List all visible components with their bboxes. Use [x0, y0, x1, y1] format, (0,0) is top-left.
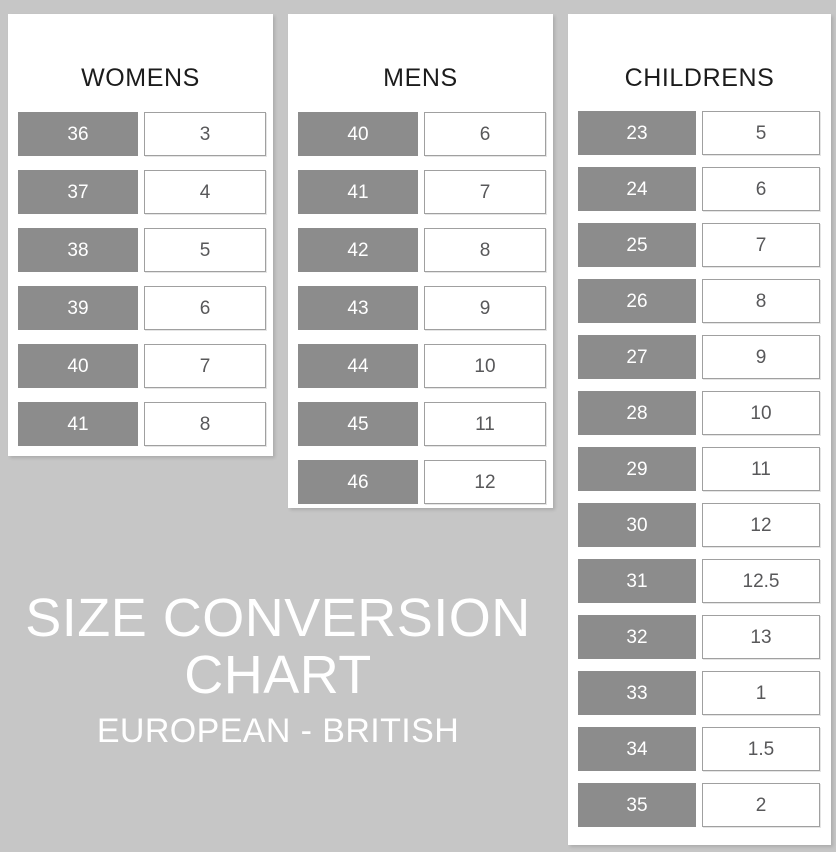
british-size-cell: 7: [144, 344, 266, 388]
table-row: 31 12.5: [568, 553, 831, 609]
womens-size-card: WOMENS 36 3 37 4 38 5 39 6 40 7 41 8: [8, 14, 273, 456]
european-size-cell: 36: [18, 112, 138, 156]
european-size-cell: 39: [18, 286, 138, 330]
european-size-cell: 43: [298, 286, 418, 330]
european-size-cell: 40: [298, 112, 418, 156]
table-row: 34 1.5: [568, 721, 831, 777]
mens-row-list: 40 6 41 7 42 8 43 9 44 10 45 11 46 12: [288, 105, 553, 511]
mens-size-card: MENS 40 6 41 7 42 8 43 9 44 10 45 11 46 12: [288, 14, 553, 508]
british-size-cell: 6: [702, 167, 820, 211]
womens-column-header: WOMENS: [81, 64, 200, 92]
chart-title-line-2: CHART: [184, 645, 372, 706]
british-size-cell: 1: [702, 671, 820, 715]
british-size-cell: 4: [144, 170, 266, 214]
british-size-cell: 1.5: [702, 727, 820, 771]
european-size-cell: 35: [578, 783, 696, 827]
table-row: 25 7: [568, 217, 831, 273]
womens-row-list: 36 3 37 4 38 5 39 6 40 7 41 8: [8, 105, 273, 453]
table-row: 43 9: [288, 279, 553, 337]
european-size-cell: 28: [578, 391, 696, 435]
british-size-cell: 3: [144, 112, 266, 156]
childrens-row-list: 23 5 24 6 25 7 26 8 27 9 28 10 29 11 30 12 31 12.5 32 13 33 1…: [568, 105, 831, 833]
european-size-cell: 25: [578, 223, 696, 267]
table-row: 42 8: [288, 221, 553, 279]
british-size-cell: 7: [702, 223, 820, 267]
mens-column-header: MENS: [383, 64, 458, 92]
table-row: 39 6: [8, 279, 273, 337]
european-size-cell: 38: [18, 228, 138, 272]
british-size-cell: 7: [424, 170, 546, 214]
british-size-cell: 11: [702, 447, 820, 491]
european-size-cell: 37: [18, 170, 138, 214]
british-size-cell: 6: [424, 112, 546, 156]
chart-title-line-1: SIZE CONVERSION: [25, 588, 531, 648]
table-row: 40 7: [8, 337, 273, 395]
table-row: 35 2: [568, 777, 831, 833]
table-row: 46 12: [288, 453, 553, 511]
european-size-cell: 23: [578, 111, 696, 155]
table-row: 29 11: [568, 441, 831, 497]
european-size-cell: 41: [298, 170, 418, 214]
european-size-cell: 29: [578, 447, 696, 491]
table-row: 36 3: [8, 105, 273, 163]
british-size-cell: 6: [144, 286, 266, 330]
european-size-cell: 27: [578, 335, 696, 379]
european-size-cell: 34: [578, 727, 696, 771]
table-row: 33 1: [568, 665, 831, 721]
british-size-cell: 10: [424, 344, 546, 388]
table-row: 45 11: [288, 395, 553, 453]
british-size-cell: 8: [702, 279, 820, 323]
european-size-cell: 46: [298, 460, 418, 504]
table-row: 30 12: [568, 497, 831, 553]
european-size-cell: 30: [578, 503, 696, 547]
table-row: 40 6: [288, 105, 553, 163]
table-row: 37 4: [8, 163, 273, 221]
british-size-cell: 13: [702, 615, 820, 659]
table-row: 27 9: [568, 329, 831, 385]
european-size-cell: 44: [298, 344, 418, 388]
european-size-cell: 41: [18, 402, 138, 446]
table-row: 23 5: [568, 105, 831, 161]
european-size-cell: 45: [298, 402, 418, 446]
british-size-cell: 9: [702, 335, 820, 379]
british-size-cell: 11: [424, 402, 546, 446]
european-size-cell: 26: [578, 279, 696, 323]
table-row: 44 10: [288, 337, 553, 395]
table-row: 24 6: [568, 161, 831, 217]
childrens-size-card: CHILDRENS 23 5 24 6 25 7 26 8 27 9 28 10 29 11 30 12 31 1…: [568, 14, 831, 845]
british-size-cell: 9: [424, 286, 546, 330]
table-row: 32 13: [568, 609, 831, 665]
table-row: 28 10: [568, 385, 831, 441]
british-size-cell: 5: [702, 111, 820, 155]
european-size-cell: 42: [298, 228, 418, 272]
british-size-cell: 10: [702, 391, 820, 435]
british-size-cell: 12: [424, 460, 546, 504]
table-row: 38 5: [8, 221, 273, 279]
european-size-cell: 33: [578, 671, 696, 715]
table-row: 26 8: [568, 273, 831, 329]
european-size-cell: 32: [578, 615, 696, 659]
british-size-cell: 2: [702, 783, 820, 827]
chart-title-block: SIZE CONVERSION CHART EUROPEAN - BRITISH: [0, 588, 556, 751]
childrens-column-header: CHILDRENS: [624, 64, 775, 92]
european-size-cell: 24: [578, 167, 696, 211]
british-size-cell: 12: [702, 503, 820, 547]
british-size-cell: 8: [424, 228, 546, 272]
table-row: 41 8: [8, 395, 273, 453]
european-size-cell: 40: [18, 344, 138, 388]
european-size-cell: 31: [578, 559, 696, 603]
table-row: 41 7: [288, 163, 553, 221]
british-size-cell: 12.5: [702, 559, 820, 603]
british-size-cell: 5: [144, 228, 266, 272]
british-size-cell: 8: [144, 402, 266, 446]
chart-subtitle: EUROPEAN - BRITISH: [96, 712, 460, 751]
